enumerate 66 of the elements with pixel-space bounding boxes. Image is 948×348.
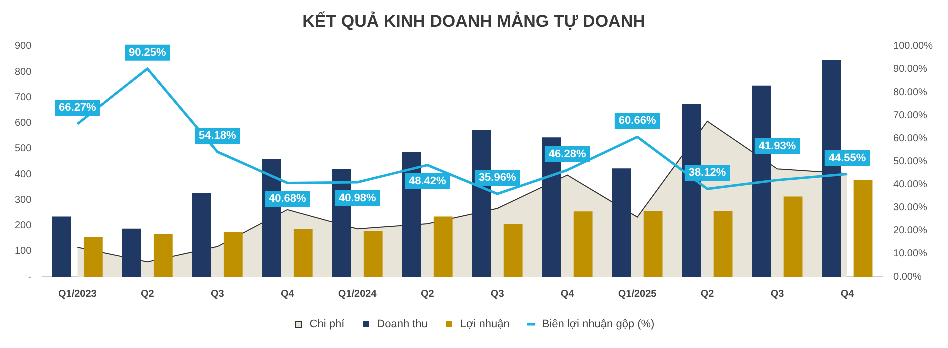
x-tick-label: Q4: [840, 288, 855, 300]
y-tick-label: 100: [14, 246, 32, 258]
data-label: 66.27%: [59, 102, 97, 114]
y2-tick-label: 20.00%: [894, 226, 928, 237]
data-label: 38.12%: [688, 167, 726, 180]
y-tick-label: 800: [14, 66, 32, 78]
data-label: 40.68%: [268, 193, 307, 206]
y2-tick-label: 60.00%: [894, 133, 928, 144]
bar: [434, 216, 453, 277]
y2-tick-label: 10.00%: [894, 248, 928, 260]
data-label: 41.93%: [758, 140, 796, 152]
data-label: 35.96%: [478, 172, 516, 184]
y-tick-label: 700: [14, 92, 32, 104]
y-tick-label: -: [28, 272, 32, 283]
y-tick-label: 200: [14, 220, 32, 232]
data-label: 54.18%: [198, 130, 237, 142]
bar: [504, 224, 523, 277]
data-label: 60.66%: [618, 115, 656, 128]
x-tick-label: Q1/2023: [58, 288, 98, 300]
y-tick-label: 500: [14, 144, 32, 155]
x-tick-label: Q2: [140, 288, 155, 300]
y2-tick-label: 40.00%: [894, 180, 928, 191]
x-tick-label: Q1/2024: [338, 288, 378, 300]
y-tick-label: 400: [14, 169, 32, 180]
bar: [644, 211, 663, 277]
bar: [154, 234, 173, 277]
x-tick-label: Q3: [770, 288, 785, 300]
chart-title: KẾT QUẢ KINH DOANH MẢNG TỰ DOANH: [302, 10, 646, 31]
x-tick-label: Q1/2025: [618, 288, 658, 300]
x-tick-label: Q3: [490, 288, 505, 300]
data-label: 90.25%: [129, 46, 167, 59]
bar: [574, 212, 593, 277]
bar: [294, 229, 313, 277]
legend-label: Lợi nhuận: [460, 318, 510, 331]
bar: [224, 232, 243, 277]
y2-tick-label: 90.00%: [894, 64, 928, 76]
data-label: 48.42%: [408, 175, 446, 188]
y-tick-label: 600: [14, 118, 32, 130]
bar: [84, 238, 103, 277]
y2-tick-label: 50.00%: [894, 156, 928, 168]
data-label: 46.28%: [548, 148, 586, 160]
legend-label: Biên lợi nhuận gộp (%): [542, 318, 655, 331]
data-label: 40.98%: [338, 192, 376, 205]
bar: [364, 231, 383, 277]
x-tick-label: Q4: [280, 288, 295, 300]
y2-tick-label: 80.00%: [894, 87, 928, 98]
y2-tick-label: 70.00%: [894, 110, 928, 122]
bar: [192, 193, 212, 277]
y2-tick-label: 100.00%: [894, 41, 934, 52]
bar: [714, 211, 733, 277]
y-tick-label: 900: [14, 41, 32, 52]
data-label: 44.55%: [828, 152, 866, 164]
y-tick-label: 300: [14, 194, 32, 206]
bar: [612, 168, 632, 277]
bar: [854, 180, 873, 277]
y2-tick-label: 0.00%: [894, 272, 922, 283]
legend-label: Doanh thu: [377, 318, 428, 331]
x-tick-label: Q4: [560, 288, 575, 300]
y2-tick-label: 30.00%: [894, 202, 928, 214]
bar: [784, 196, 803, 277]
bar: [52, 216, 72, 277]
bar: [122, 228, 142, 277]
x-tick-label: Q3: [210, 288, 225, 300]
x-tick-label: Q2: [420, 288, 435, 300]
x-tick-label: Q2: [700, 288, 715, 300]
legend-label: Chi phí: [310, 318, 346, 331]
